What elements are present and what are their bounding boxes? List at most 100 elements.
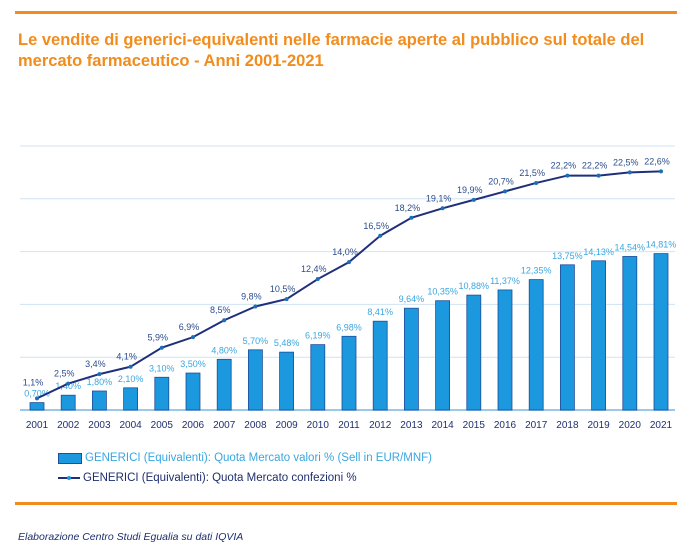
x-tick-label: 2016: [494, 420, 517, 431]
bar-data-label: 1,40%: [55, 381, 81, 391]
legend-bar-label: GENERICI (Equivalenti): Quota Mercato va…: [85, 452, 433, 464]
bar: [60, 394, 76, 411]
bar-data-label: 6,19%: [305, 331, 331, 341]
line-point: [471, 197, 476, 202]
line-data-label: 20,7%: [488, 176, 514, 186]
line-data-label: 3,4%: [85, 359, 106, 369]
x-tick-label: 2012: [369, 420, 392, 431]
line-point: [659, 169, 663, 174]
bar-data-label: 3,10%: [149, 363, 175, 373]
bar: [92, 390, 107, 411]
line-data-label: 22,2%: [582, 161, 608, 171]
line-data-label: 6,9%: [179, 322, 200, 332]
bar: [591, 260, 606, 411]
line-point: [66, 381, 71, 386]
line-data-label: 8,5%: [210, 305, 231, 315]
bar: [279, 351, 295, 411]
line-point: [627, 170, 632, 175]
bar-data-label: 5,70%: [243, 336, 269, 346]
line-data-label: 10,5%: [270, 284, 296, 294]
bar: [154, 376, 170, 411]
legend-item-line: GENERICI (Equivalenti): Quota Mercato co…: [58, 472, 357, 484]
x-tick-label: 2008: [244, 420, 267, 431]
bar-data-label: 9,64%: [399, 294, 425, 304]
source-note: Elaborazione Centro Studi Egualia su dat…: [18, 531, 244, 543]
line-point: [284, 297, 289, 302]
line-data-label: 5,9%: [148, 333, 169, 343]
bar: [622, 256, 638, 411]
line-data-label: 22,6%: [644, 156, 670, 166]
line-point: [534, 180, 539, 185]
bar-data-label: 5,48%: [274, 338, 300, 348]
bar: [466, 294, 482, 411]
x-tick-label: 2010: [307, 420, 330, 431]
bar: [435, 300, 451, 411]
bar-data-label: 0,70%: [24, 389, 50, 399]
x-tick-label: 2013: [400, 420, 423, 431]
line-data-label: 21,5%: [519, 168, 545, 178]
bar: [403, 307, 419, 411]
bar-data-label: 10,88%: [459, 281, 490, 291]
x-tick-label: 2018: [556, 420, 579, 431]
line-point: [378, 233, 383, 238]
x-tick-label: 2019: [587, 420, 610, 431]
bar: [372, 320, 388, 411]
bar-data-label: 6,98%: [336, 322, 362, 332]
line-data-label: 12,4%: [301, 264, 327, 274]
x-tick-label: 2009: [275, 420, 298, 431]
line-data-label: 4,1%: [116, 352, 137, 362]
line-point: [222, 318, 227, 323]
x-tick-label: 2014: [431, 420, 454, 431]
bar-data-label: 10,35%: [427, 287, 458, 297]
legend-line-label: GENERICI (Equivalenti): Quota Mercato co…: [83, 472, 357, 484]
bar-data-label: 12,35%: [521, 266, 552, 276]
bar: [341, 335, 357, 411]
x-tick-label: 2021: [650, 420, 673, 431]
x-tick-label: 2003: [88, 420, 111, 431]
x-tick-label: 2020: [619, 420, 642, 431]
line-point: [253, 304, 258, 309]
x-tick-label: 2015: [463, 420, 486, 431]
bar: [216, 358, 232, 411]
line-point: [565, 173, 570, 178]
line-data-label: 22,5%: [613, 157, 639, 167]
top-divider: [15, 11, 677, 14]
bar-data-label: 13,75%: [552, 251, 583, 261]
legend-bar-swatch: [58, 452, 82, 464]
chart-title: Le vendite di generici-equivalenti nelle…: [18, 31, 645, 70]
x-tick-label: 2001: [26, 420, 49, 431]
bar-data-label: 2,10%: [118, 374, 144, 384]
line-data-label: 2,5%: [54, 369, 75, 379]
bottom-divider: [15, 502, 677, 505]
x-tick-label: 2007: [213, 420, 236, 431]
bar-data-label: 14,13%: [583, 247, 614, 257]
bar: [29, 402, 45, 411]
line-point: [440, 206, 445, 211]
chart: 0,70% 1,40% 1,80% 2,10% 3,10% 3,50% 4,80% 5,70%…: [20, 145, 677, 431]
line-point: [409, 215, 414, 220]
line-data-label: 18,2%: [395, 203, 421, 213]
legend-item-bars: GENERICI (Equivalenti): Quota Mercato va…: [58, 452, 432, 464]
bar: [528, 279, 544, 411]
line-data-label: 19,1%: [426, 193, 452, 203]
line-point: [347, 260, 351, 265]
bar-data-label: 8,41%: [367, 307, 393, 317]
x-tick-label: 2002: [57, 420, 80, 431]
bar-data-label: 4,80%: [211, 345, 237, 355]
line-point: [97, 372, 102, 377]
bar-data-label: 14,81%: [646, 240, 677, 250]
line-point: [503, 189, 507, 194]
x-tick-label: 2005: [151, 420, 174, 431]
bar: [560, 264, 575, 411]
bar: [310, 344, 326, 411]
bar: [123, 387, 138, 411]
line-point: [596, 173, 601, 178]
x-tick-label: 2011: [338, 420, 360, 431]
line-data-label: 22,2%: [551, 161, 577, 171]
x-tick-label: 2006: [182, 420, 205, 431]
x-tick-label: 2017: [525, 420, 548, 431]
line-point: [191, 335, 195, 340]
bar-data-label: 3,50%: [180, 359, 206, 369]
bar: [497, 289, 513, 411]
